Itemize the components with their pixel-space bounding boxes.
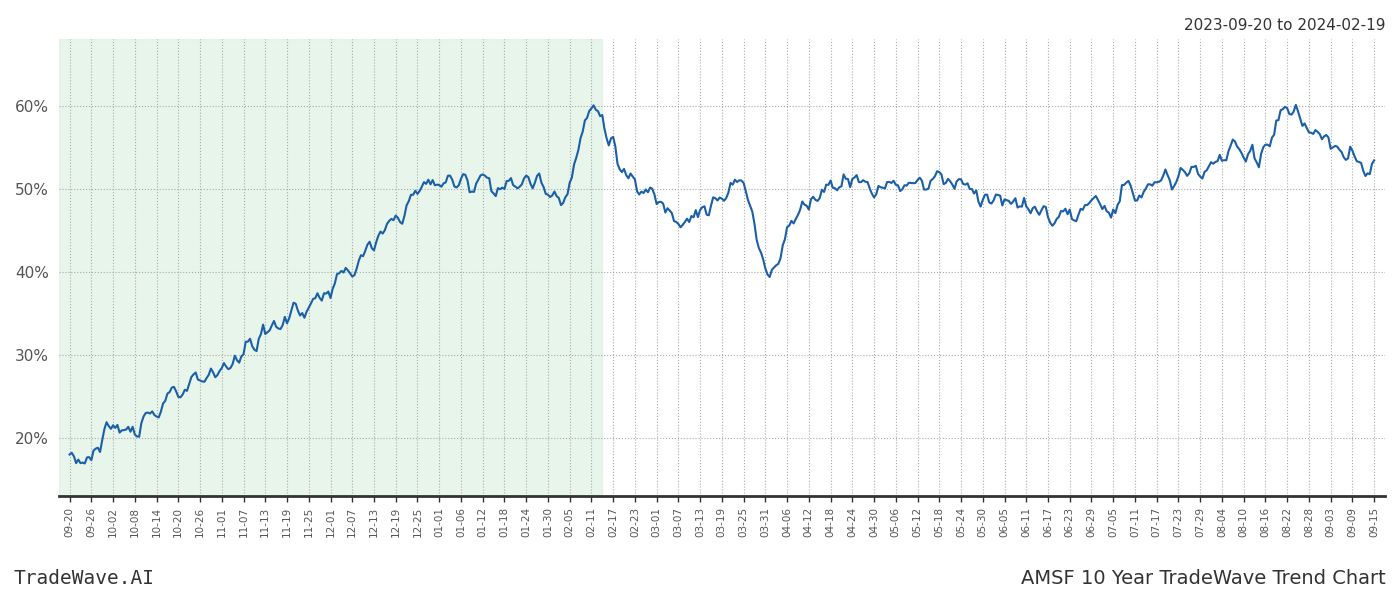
Bar — [59, 39, 602, 496]
Text: TradeWave.AI: TradeWave.AI — [14, 569, 155, 588]
Text: AMSF 10 Year TradeWave Trend Chart: AMSF 10 Year TradeWave Trend Chart — [1021, 569, 1386, 588]
Text: 2023-09-20 to 2024-02-19: 2023-09-20 to 2024-02-19 — [1184, 18, 1386, 33]
